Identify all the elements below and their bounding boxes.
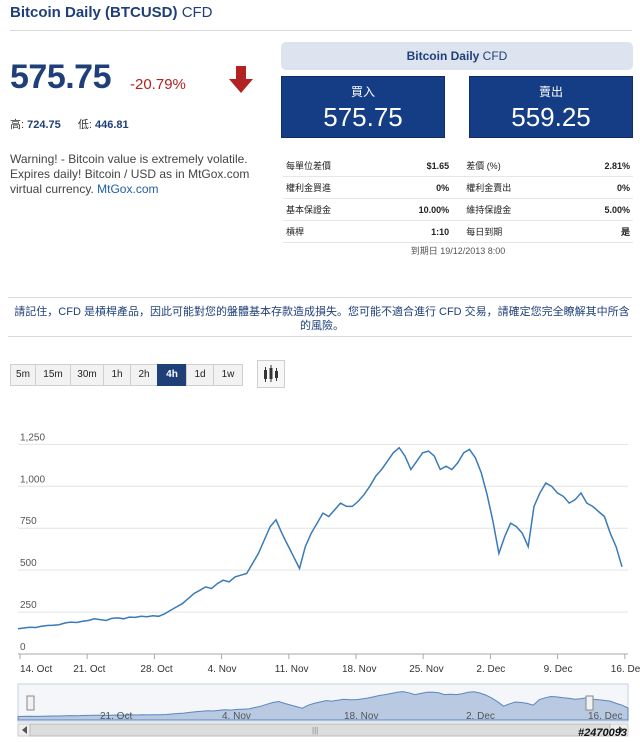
info-value: 0% xyxy=(572,176,633,199)
buy-price: 575.75 xyxy=(323,102,403,132)
timeframe-1d[interactable]: 1d xyxy=(186,364,214,386)
divider xyxy=(10,30,632,31)
panel-title: Bitcoin Daily CFD xyxy=(281,42,633,70)
info-label: 槓桿 xyxy=(283,220,382,243)
warning-text: Warning! - Bitcoin value is extremely vo… xyxy=(10,152,270,197)
info-value: 0% xyxy=(381,176,453,199)
high-value: 724.75 xyxy=(27,119,61,131)
timeframe-1h[interactable]: 1h xyxy=(103,364,131,386)
scrollbar-thumb xyxy=(29,723,611,737)
high-low: 高: 724.75 低: 446.81 xyxy=(10,116,143,132)
warning-body: Warning! - Bitcoin value is extremely vo… xyxy=(10,152,250,196)
table-row: 基本保證金 10.00% 維持保證金 5.00% xyxy=(283,198,633,221)
low-value: 446.81 xyxy=(94,119,129,131)
info-label: 每單位差價 xyxy=(283,155,382,177)
divider xyxy=(8,336,632,337)
image-id: #2470093 xyxy=(578,727,627,739)
navigator-label: 21. Oct xyxy=(100,711,132,722)
x-tick-label: 14. Oct xyxy=(20,664,52,675)
page-title: Bitcoin Daily (BTCUSD) CFD xyxy=(10,4,213,21)
navigator-handle-right xyxy=(585,695,594,711)
chart-type-button[interactable] xyxy=(257,360,285,388)
x-tick-label: 28. Oct xyxy=(140,664,172,675)
x-tick-label: 2. Dec xyxy=(476,664,505,675)
instrument-type: CFD xyxy=(181,4,213,21)
sell-button[interactable]: 賣出 559.25 xyxy=(469,76,633,138)
y-tick-label: 1,250 xyxy=(20,432,45,443)
price-series-line xyxy=(17,446,623,630)
navigator-label: 16. Dec xyxy=(588,711,622,722)
table-row: 權利金買進 0% 權利金賣出 0% xyxy=(283,176,633,199)
scrollbar-grip-icon: ||| xyxy=(312,726,318,735)
price-chart[interactable]: 0 250 500 750 1,000 1,250 14. Oct 21. Oct 28. Oc… xyxy=(0,410,640,680)
y-tick-label: 750 xyxy=(20,516,37,527)
info-label: 權利金買進 xyxy=(283,176,382,199)
timeframe-5m[interactable]: 5m xyxy=(10,364,36,386)
sell-price: 559.25 xyxy=(511,102,591,132)
navigator-handle-left xyxy=(26,695,35,711)
y-tick-label: 0 xyxy=(20,642,26,653)
chart-navigator[interactable]: 21. Oct 4. Nov 18. Nov 2. Dec 16. Dec ||| xyxy=(0,680,640,738)
navigator-label: 18. Nov xyxy=(344,711,378,722)
instrument-name: Bitcoin Daily (BTCUSD) xyxy=(10,4,178,21)
navigator-label: 4. Nov xyxy=(222,711,251,722)
mtgox-link[interactable]: MtGox.com xyxy=(97,182,159,196)
timeframe-selector: 5m 15m 30m 1h 2h 4h 1d 1w xyxy=(10,364,243,386)
timeframe-30m[interactable]: 30m xyxy=(70,364,104,386)
price-change: -20.79% xyxy=(130,76,186,93)
timeframe-1w[interactable]: 1w xyxy=(213,364,243,386)
x-tick-label: 11. Nov xyxy=(275,664,309,675)
y-tick-label: 250 xyxy=(20,600,37,611)
panel-title-type: CFD xyxy=(482,49,508,63)
y-tick-label: 1,000 xyxy=(20,474,45,485)
buy-button[interactable]: 買入 575.75 xyxy=(281,76,445,138)
table-row: 槓桿 1:10 每日到期 是 xyxy=(283,220,633,243)
info-value: 1:10 xyxy=(381,220,453,243)
info-value: 10.00% xyxy=(381,198,453,221)
expiry-date: 到期日 19/12/2013 8:00 xyxy=(410,246,506,256)
scroll-left-icon xyxy=(22,726,27,734)
timeframe-15m[interactable]: 15m xyxy=(35,364,71,386)
info-label: 每日到期 xyxy=(452,220,573,243)
x-tick-label: 18. Nov xyxy=(342,664,376,675)
info-value: 5.00% xyxy=(572,198,633,221)
scroll-right-icon xyxy=(619,726,624,734)
info-value: 2.81% xyxy=(572,155,633,177)
timeframe-2h[interactable]: 2h xyxy=(130,364,158,386)
buy-label: 買入 xyxy=(350,85,375,99)
x-tick-label: 16. Dec xyxy=(611,664,640,675)
risk-notice: 請記住，CFD 是槓桿產品，因此可能對您的盤體基本存款造成損失。您可能不適合進行… xyxy=(14,306,630,332)
y-tick-label: 500 xyxy=(20,558,37,569)
navigator-label: 2. Dec xyxy=(466,711,495,722)
candlestick-icon xyxy=(264,365,278,382)
low-label: 低: xyxy=(77,119,92,131)
info-label: 權利金賣出 xyxy=(452,176,573,199)
info-value: 是 xyxy=(572,220,633,243)
contract-info-table: 每單位差價 $1.65 差價 (%) 2.81% 權利金買進 0% 權利金賣出 … xyxy=(283,155,633,243)
info-label: 差價 (%) xyxy=(452,155,573,177)
high-label: 高: xyxy=(10,119,25,131)
panel-title-name: Bitcoin Daily xyxy=(406,49,480,63)
info-label: 維持保證金 xyxy=(452,198,573,221)
navigator-area xyxy=(17,691,629,721)
info-label: 基本保證金 xyxy=(283,198,382,221)
info-value: $1.65 xyxy=(381,155,453,177)
timeframe-4h[interactable]: 4h xyxy=(157,364,187,386)
x-tick-label: 4. Nov xyxy=(208,664,237,675)
x-tick-label: 25. Nov xyxy=(409,664,443,675)
x-tick-label: 21. Oct xyxy=(73,664,105,675)
x-tick-label: 9. Dec xyxy=(544,664,573,675)
down-arrow-icon xyxy=(229,66,253,93)
divider xyxy=(8,297,632,298)
table-row: 每單位差價 $1.65 差價 (%) 2.81% xyxy=(283,155,633,177)
sell-label: 賣出 xyxy=(538,85,563,99)
current-price: 575.75 xyxy=(10,58,112,96)
